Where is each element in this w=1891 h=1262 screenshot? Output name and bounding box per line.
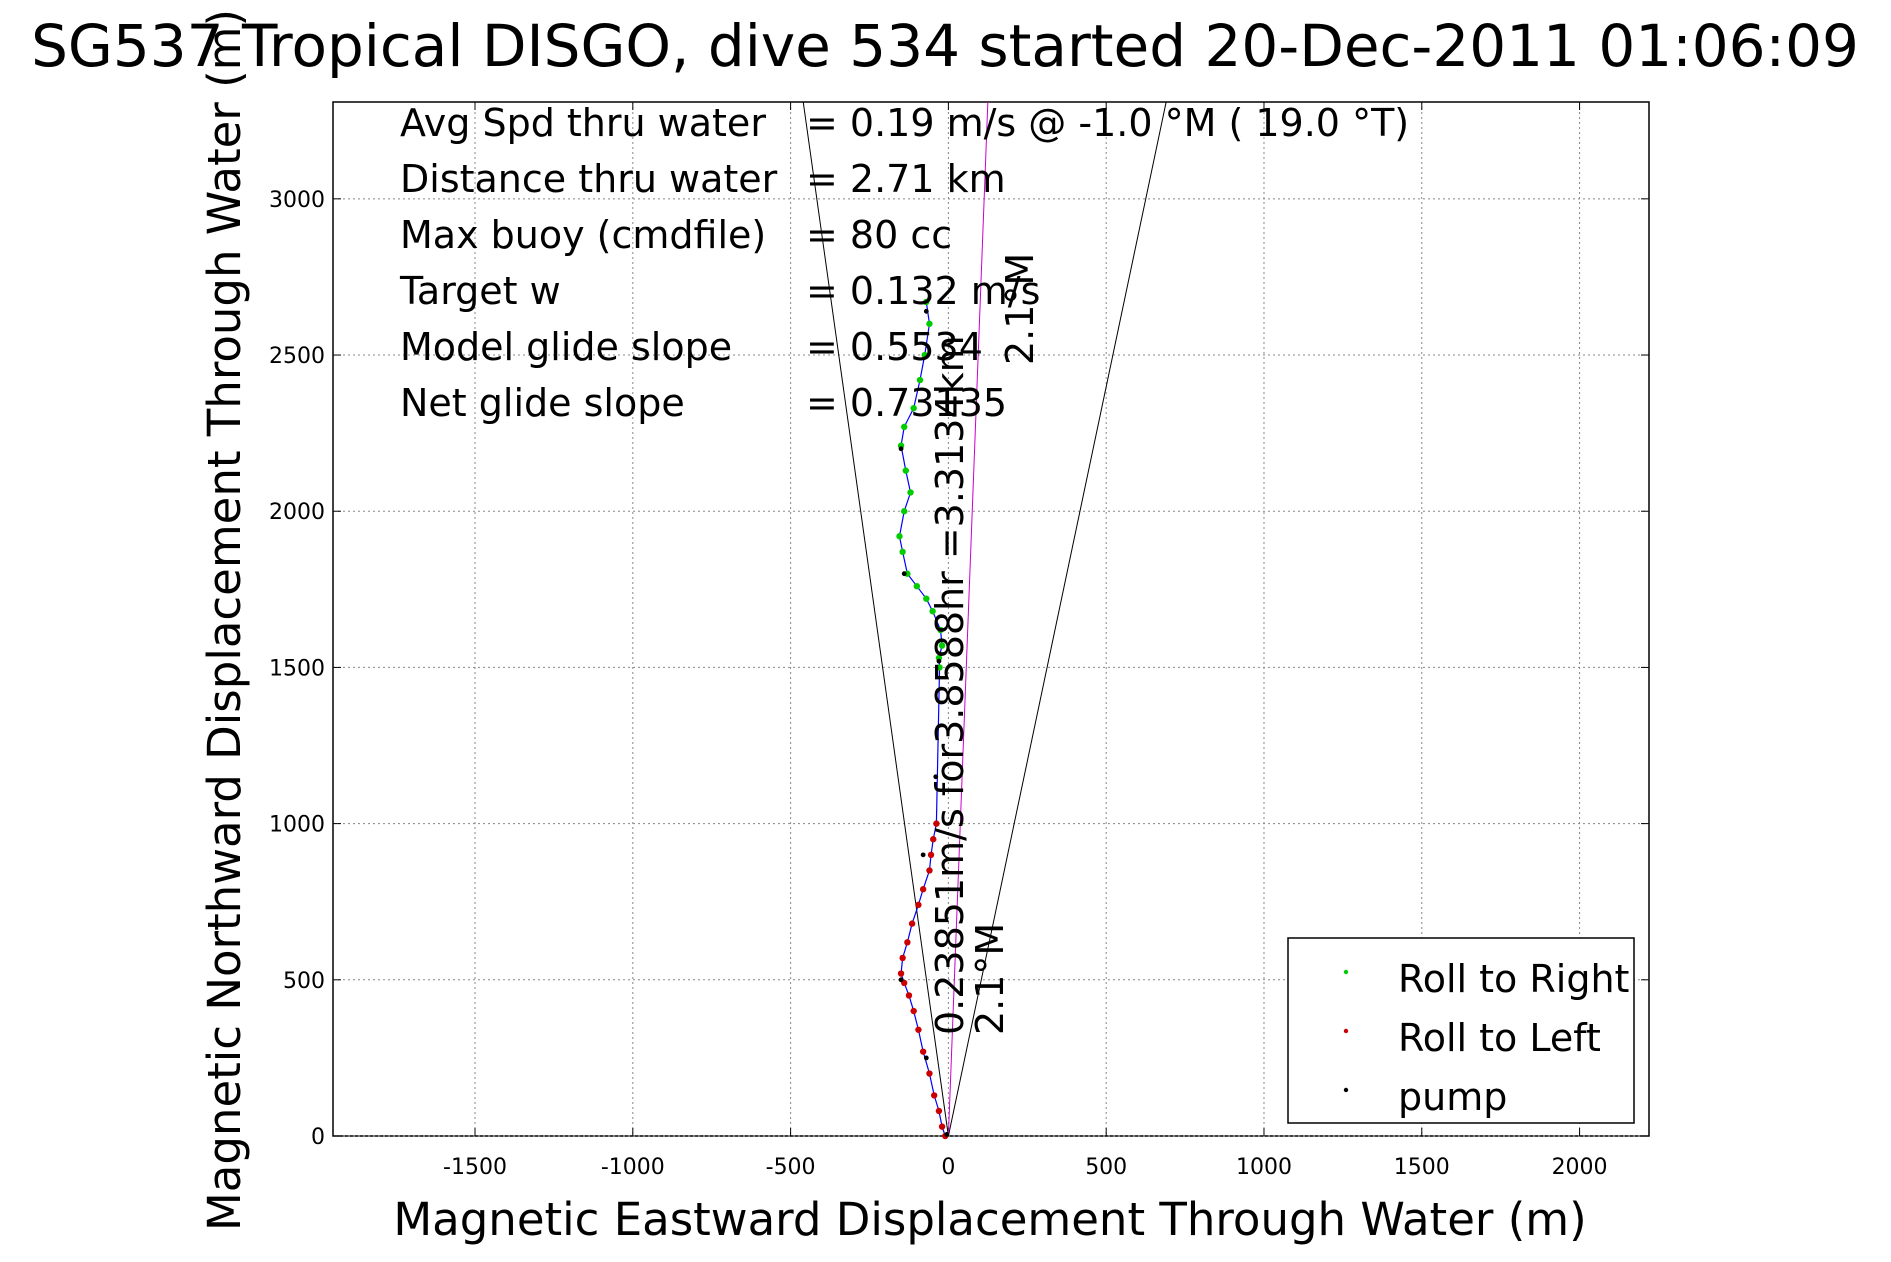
point-roll-to-left <box>926 867 933 874</box>
point-roll-to-left <box>897 970 905 977</box>
annotation-value: = 0.5534 <box>806 325 983 369</box>
annotation-value: = 80 cc <box>806 213 952 257</box>
x-tick-label: 500 <box>1085 1155 1127 1180</box>
point-roll-to-right <box>907 489 914 496</box>
point-roll-to-left <box>919 1048 927 1055</box>
point-roll-to-right <box>901 423 908 431</box>
x-tick-label: 1000 <box>1236 1155 1292 1180</box>
point-roll-to-left <box>938 1123 946 1130</box>
annotation-label: Avg Spd thru water <box>400 101 766 145</box>
point-pump <box>933 774 939 780</box>
x-tick-label: 0 <box>941 1155 955 1180</box>
point-pump <box>920 852 926 858</box>
point-pump <box>901 571 907 577</box>
point-pump <box>898 977 904 983</box>
x-axis-ticks: -1500 -1000 -500 0 500 1000 1500 2000 <box>443 102 1608 1180</box>
guide-line <box>947 101 1167 1137</box>
annotation-block: Avg Spd thru water = 0.19 m/s @ -1.0 °M (… <box>399 101 1409 425</box>
point-roll-to-left <box>908 920 916 927</box>
point-roll-to-left <box>927 851 935 859</box>
y-tick-label: 500 <box>283 969 325 994</box>
point-roll-to-left <box>915 901 922 909</box>
point-roll-to-right <box>937 626 944 634</box>
point-roll-to-left <box>905 992 913 999</box>
legend-marker-roll-right <box>1343 969 1349 975</box>
y-tick-label: 1500 <box>269 656 325 681</box>
point-roll-to-left <box>926 1070 933 1077</box>
legend: Roll to Right Roll to Left pump <box>1287 937 1635 1124</box>
point-roll-to-left <box>919 886 927 893</box>
track-line <box>898 301 946 1137</box>
point-roll-to-right <box>921 351 928 359</box>
point-roll-to-right <box>902 467 909 474</box>
point-roll-to-left <box>935 1107 943 1115</box>
annotation-label: Model glide slope <box>400 325 732 369</box>
point-roll-to-left <box>899 954 906 962</box>
y-tick-label: 2000 <box>269 500 325 525</box>
point-roll-to-right <box>926 320 933 327</box>
course-label: 0.23851m/s for3.8588hr =3.3134km <box>928 335 972 1035</box>
point-pump <box>898 446 904 452</box>
x-tick-label: -1500 <box>443 1155 507 1180</box>
point-roll-to-right <box>938 642 946 649</box>
legend-label-pump: pump <box>1398 1075 1507 1119</box>
annotation-value: = 0.73135 <box>806 381 1007 425</box>
point-roll-to-left <box>904 939 911 946</box>
heading-label-top: 2.1°M <box>998 253 1042 365</box>
legend-marker-roll-left <box>1343 1028 1349 1034</box>
y-tick-label: 1000 <box>269 813 325 838</box>
annotation-label: Max buoy (cmdfile) <box>400 213 766 257</box>
annotation-label: Net glide slope <box>400 381 685 425</box>
x-tick-label: -500 <box>766 1155 816 1180</box>
point-roll-to-right <box>923 298 930 306</box>
point-roll-to-left <box>910 1007 917 1015</box>
y-tick-label: 3000 <box>269 188 325 213</box>
point-pump <box>923 308 929 314</box>
legend-label-roll-left: Roll to Left <box>1398 1016 1601 1060</box>
point-roll-to-right <box>929 607 936 615</box>
annotation-value: = 0.132 m/s <box>806 269 1040 313</box>
point-roll-to-right <box>901 508 908 515</box>
y-tick-label: 2500 <box>269 344 325 369</box>
annotation-label: Distance thru water <box>400 157 778 201</box>
point-pump <box>936 658 942 664</box>
x-tick-label: 2000 <box>1552 1155 1608 1180</box>
legend-marker-pump <box>1343 1087 1349 1093</box>
point-roll-to-right <box>913 582 921 590</box>
point-roll-to-left <box>930 1092 938 1099</box>
point-roll-to-right <box>910 404 917 412</box>
point-pump <box>944 1132 950 1137</box>
chart-title: SG537 Tropical DISGO, dive 534 started 2… <box>31 12 1859 80</box>
point-roll-to-right <box>936 664 943 671</box>
heading-guide-lines <box>802 101 1167 1137</box>
legend-label-roll-right: Roll to Right <box>1398 957 1629 1001</box>
point-roll-to-left <box>915 1026 922 1033</box>
y-axis-ticks: 0 500 1000 1500 2000 2500 3000 <box>269 188 1649 1150</box>
annotation-value: = 0.19 m/s @ -1.0 °M ( 19.0 °T) <box>806 101 1409 145</box>
point-roll-to-left <box>930 836 937 843</box>
annotation-value: = 2.71 km <box>806 157 1006 201</box>
point-roll-to-left <box>933 820 940 827</box>
x-tick-label: 1500 <box>1394 1155 1450 1180</box>
point-pump <box>923 1055 929 1061</box>
heading-label-bottom: 2.1°M <box>968 923 1012 1035</box>
x-axis-label: Magnetic Eastward Displacement Through W… <box>393 1193 1586 1246</box>
track <box>898 301 946 1137</box>
guide-line <box>802 101 949 1137</box>
x-tick-label: -1000 <box>601 1155 665 1180</box>
point-roll-to-right <box>896 533 903 540</box>
point-roll-to-right <box>923 595 930 602</box>
point-roll-to-right <box>899 548 906 556</box>
data-points <box>896 298 950 1140</box>
point-roll-to-right <box>916 376 924 384</box>
y-tick-label: 0 <box>311 1125 325 1150</box>
y-axis-label: Magnetic Northward Displacement Through … <box>198 9 251 1231</box>
annotation-label: Target w <box>399 269 561 313</box>
guide-line <box>947 101 989 1137</box>
